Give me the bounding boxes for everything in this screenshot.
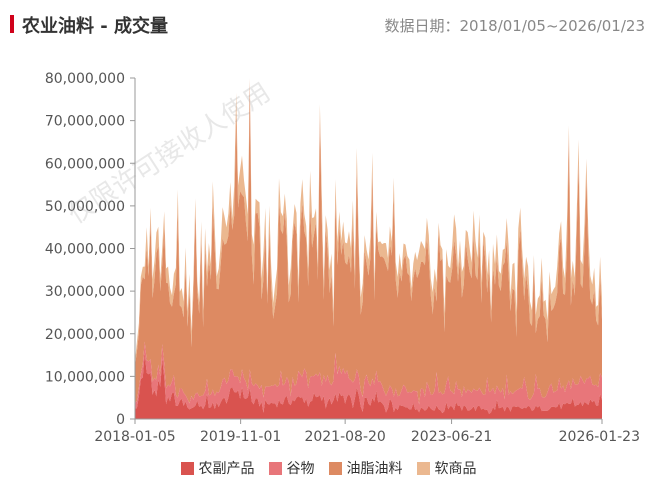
legend-item[interactable]: 油脂油料 — [328, 458, 403, 478]
y-axis-tick-label: 80,000,000 — [45, 71, 125, 87]
legend-item[interactable]: 谷物 — [268, 458, 315, 478]
legend-label: 软商品 — [434, 461, 477, 477]
y-axis-tick-label: 20,000,000 — [45, 327, 125, 343]
y-axis-tick-label: 70,000,000 — [45, 114, 125, 130]
x-axis-tick-label: 2021-08-20 — [304, 429, 385, 445]
y-axis-tick-label: 10,000,000 — [45, 369, 125, 385]
y-axis-tick-label: 0 — [116, 412, 125, 428]
x-axis-tick-label: 2019-11-01 — [200, 429, 281, 445]
legend-label: 农副产品 — [198, 461, 255, 477]
x-axis-tick-label: 2023-06-21 — [411, 429, 492, 445]
legend-swatch — [268, 461, 282, 475]
chart-title: 农业油料 - 成交量 — [22, 16, 169, 37]
legend-item[interactable]: 软商品 — [416, 458, 477, 478]
x-axis-tick-label: 2026-01-23 — [559, 429, 640, 445]
series-area-农副产品 — [135, 353, 602, 419]
legend-label: 油脂油料 — [346, 461, 403, 477]
y-axis-tick-label: 60,000,000 — [45, 156, 125, 172]
chart-header: 农业油料 - 成交量 数据日期：2018/01/05~2026/01/23 — [0, 0, 657, 50]
title-accent-bar — [10, 15, 14, 33]
y-axis-tick-label: 50,000,000 — [45, 199, 125, 215]
stacked-area-chart: 0 10,000,000 20,000,000 30,000,000 40,000,00… — [45, 71, 640, 445]
y-axis-tick-label: 40,000,000 — [45, 242, 125, 258]
legend-swatch — [416, 461, 430, 475]
chart-legend: 农副产品 谷物 油脂油料 软商品 — [0, 458, 657, 482]
series-area-谷物 — [135, 341, 602, 414]
legend-label: 谷物 — [286, 461, 315, 477]
series-area-油脂油料 — [135, 80, 602, 405]
legend-swatch — [328, 461, 342, 475]
y-axis-tick-label: 30,000,000 — [45, 284, 125, 300]
legend-item[interactable]: 农副产品 — [180, 458, 255, 478]
chart-area: 0 10,000,000 20,000,000 30,000,000 40,000,00… — [0, 50, 657, 450]
series-area-软商品 — [135, 78, 602, 366]
legend-swatch — [180, 461, 194, 475]
date-range-label: 数据日期：2018/01/05~2026/01/23 — [384, 17, 645, 35]
x-axis-tick-label: 2018-01-05 — [94, 429, 175, 445]
